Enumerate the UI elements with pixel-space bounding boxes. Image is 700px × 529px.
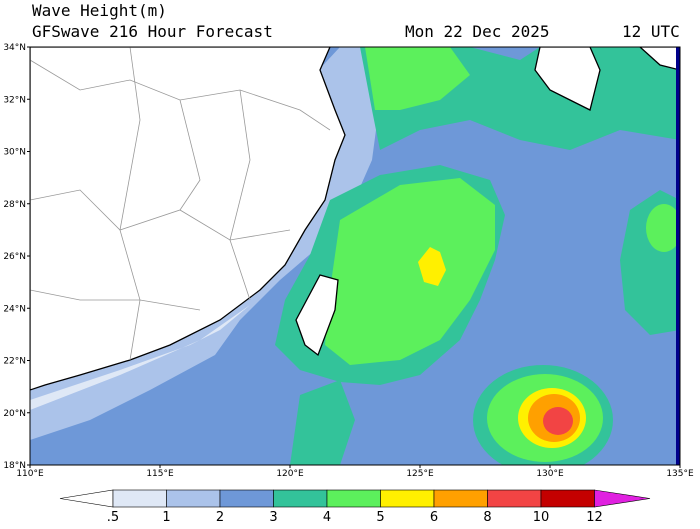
north-green (365, 47, 470, 110)
lon-label: 125°E (406, 469, 434, 479)
colorbar: .5 1 2 3 4 5 6 8 10 12 (59, 489, 651, 525)
colorbar-label: 6 (430, 510, 438, 525)
colorbar-high (594, 489, 651, 508)
map (30, 47, 680, 465)
east-green (646, 204, 680, 252)
lon-label: 120°E (276, 469, 304, 479)
lat-label: 18°N (3, 461, 26, 471)
shikoku (639, 47, 680, 71)
colorbar-label: .5 (107, 510, 119, 525)
central-green (325, 178, 495, 365)
lon-label: 115°E (146, 469, 174, 479)
taiwan (295, 274, 339, 357)
colorbar-label: 5 (376, 510, 384, 525)
axes: 34°N 32°N 30°N 28°N 26°N 24°N 22°N 20°N 18°N110°… (3, 43, 694, 479)
lat-label: 26°N (3, 252, 26, 262)
colorbar-label: 12 (586, 510, 603, 525)
colorbar-low (59, 489, 114, 508)
south-teal (290, 380, 355, 465)
subtitle: GFSwave 216 Hour Forecast (32, 22, 273, 41)
colorbar-segment (273, 489, 328, 508)
lat-label: 24°N (3, 304, 26, 314)
edge (676, 47, 680, 465)
lon-label: 130°E (536, 469, 564, 479)
lat-label: 28°N (3, 200, 26, 210)
province-lines (30, 47, 331, 361)
colorbar-segment (166, 489, 221, 508)
colorbar-label: 2 (216, 510, 224, 525)
lat-label: 34°N (3, 43, 26, 53)
lon-label: 135°E (666, 469, 694, 479)
nearshore-calm (30, 305, 250, 410)
lon-label: 110°E (16, 469, 44, 479)
colorbar-segment (112, 489, 167, 508)
date: Mon 22 Dec 2025 (405, 22, 550, 41)
colorbar-label: 8 (483, 510, 491, 525)
colorbar-segment (380, 489, 435, 508)
colorbar-segment (540, 489, 595, 508)
title: Wave Height(m) (32, 1, 167, 20)
time: 12 UTC (622, 22, 680, 41)
colorbar-label: 4 (323, 510, 331, 525)
colorbar-segment (219, 489, 274, 508)
kyushu (534, 47, 601, 111)
central-yellow (418, 247, 446, 286)
typhoon-red (543, 407, 573, 435)
lat-label: 32°N (3, 95, 26, 105)
colorbar-segment (326, 489, 381, 508)
colorbar-segment (433, 489, 488, 508)
lat-label: 30°N (3, 148, 26, 158)
mainland (30, 47, 346, 391)
colorbar-label: 10 (533, 510, 550, 525)
colorbar-label: 1 (162, 510, 170, 525)
colorbar-segment (487, 489, 542, 508)
lat-label: 22°N (3, 357, 26, 367)
lat-label: 20°N (3, 409, 26, 419)
colorbar-label: 3 (269, 510, 277, 525)
